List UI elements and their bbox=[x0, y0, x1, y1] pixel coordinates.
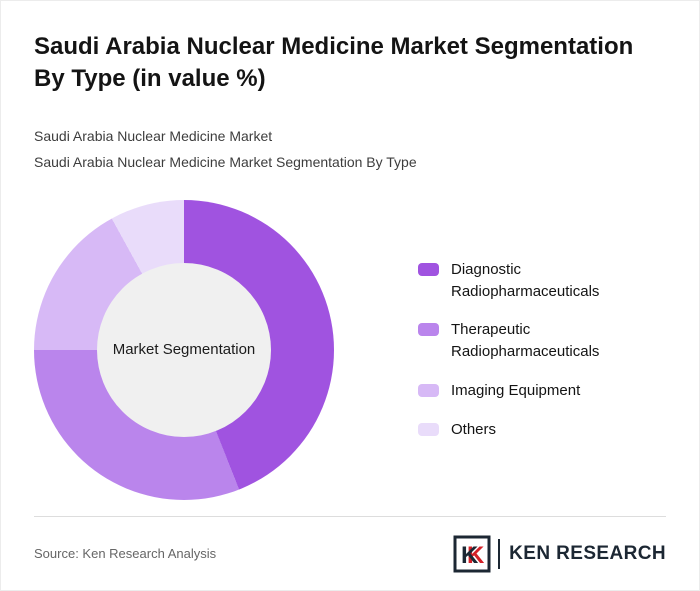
legend-swatch bbox=[418, 383, 439, 397]
svg-text:K: K bbox=[461, 542, 479, 569]
footer: Source: Ken Research Analysis K K KEN RE… bbox=[34, 516, 666, 590]
header: Saudi Arabia Nuclear Medicine Market Seg… bbox=[1, 1, 699, 176]
legend-item: Imaging Equipment bbox=[418, 380, 651, 402]
svg-text:K: K bbox=[467, 542, 485, 569]
chart-legend: Diagnostic Radiopharmaceuticals Therapeu… bbox=[418, 259, 651, 441]
legend-item: Others bbox=[418, 419, 651, 441]
legend-item: Therapeutic Radiopharmaceuticals bbox=[418, 319, 651, 363]
ken-research-logo: K K KEN RESEARCH bbox=[453, 535, 666, 573]
logo-text: KEN RESEARCH bbox=[509, 542, 666, 564]
legend-item: Diagnostic Radiopharmaceuticals bbox=[418, 259, 651, 303]
legend-label: Others bbox=[451, 420, 497, 438]
legend-swatch bbox=[418, 422, 439, 436]
legend-swatch bbox=[418, 323, 439, 337]
ken-research-monogram-icon: K K bbox=[453, 535, 491, 572]
page-title: Saudi Arabia Nuclear Medicine Market Seg… bbox=[34, 33, 634, 93]
donut-center-label: Market Segmentation bbox=[112, 341, 256, 359]
source-attribution: Source: Ken Research Analysis bbox=[34, 546, 217, 561]
logo-divider bbox=[498, 538, 501, 569]
legend-label: Diagnostic Radiopharmaceuticals bbox=[451, 260, 600, 300]
donut-hole: Market Segmentation bbox=[97, 262, 271, 437]
subtitle-market: Saudi Arabia Nuclear Medicine Market bbox=[34, 127, 273, 144]
donut-chart: Market Segmentation bbox=[34, 199, 334, 500]
legend-label: Imaging Equipment bbox=[451, 381, 581, 399]
legend-swatch bbox=[418, 262, 439, 276]
chart-area: Market Segmentation Diagnostic Radiophar… bbox=[1, 199, 699, 500]
legend-label: Therapeutic Radiopharmaceuticals bbox=[451, 321, 600, 361]
subtitle-segmentation: Saudi Arabia Nuclear Medicine Market Seg… bbox=[34, 153, 417, 170]
